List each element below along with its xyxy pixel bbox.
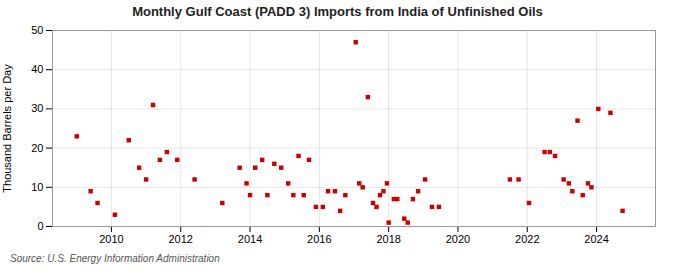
svg-text:20: 20 bbox=[31, 142, 43, 154]
svg-text:2016: 2016 bbox=[307, 233, 331, 245]
svg-text:30: 30 bbox=[31, 102, 43, 114]
svg-text:2012: 2012 bbox=[168, 233, 192, 245]
html-text:Monthly Gulf Coast (PADD 3) Im: Monthly Gulf Coast (PADD 3) Imports from… bbox=[132, 4, 543, 19]
svg-text:10: 10 bbox=[31, 181, 43, 193]
svg-text:40: 40 bbox=[31, 63, 43, 75]
svg-text:2020: 2020 bbox=[446, 233, 470, 245]
svg-text:Thousand Barrels per Day: Thousand Barrels per Day bbox=[1, 64, 13, 193]
svg-text:2022: 2022 bbox=[515, 233, 539, 245]
svg-text:0: 0 bbox=[37, 220, 43, 232]
svg-text:50: 50 bbox=[31, 24, 43, 36]
svg-text:2014: 2014 bbox=[238, 233, 262, 245]
html-text:Source: U.S. Energy Informatio: Source: U.S. Energy Information Administ… bbox=[10, 253, 220, 264]
svg-text:2018: 2018 bbox=[376, 233, 400, 245]
svg-text:2010: 2010 bbox=[99, 233, 123, 245]
svg-text:2024: 2024 bbox=[584, 233, 608, 245]
